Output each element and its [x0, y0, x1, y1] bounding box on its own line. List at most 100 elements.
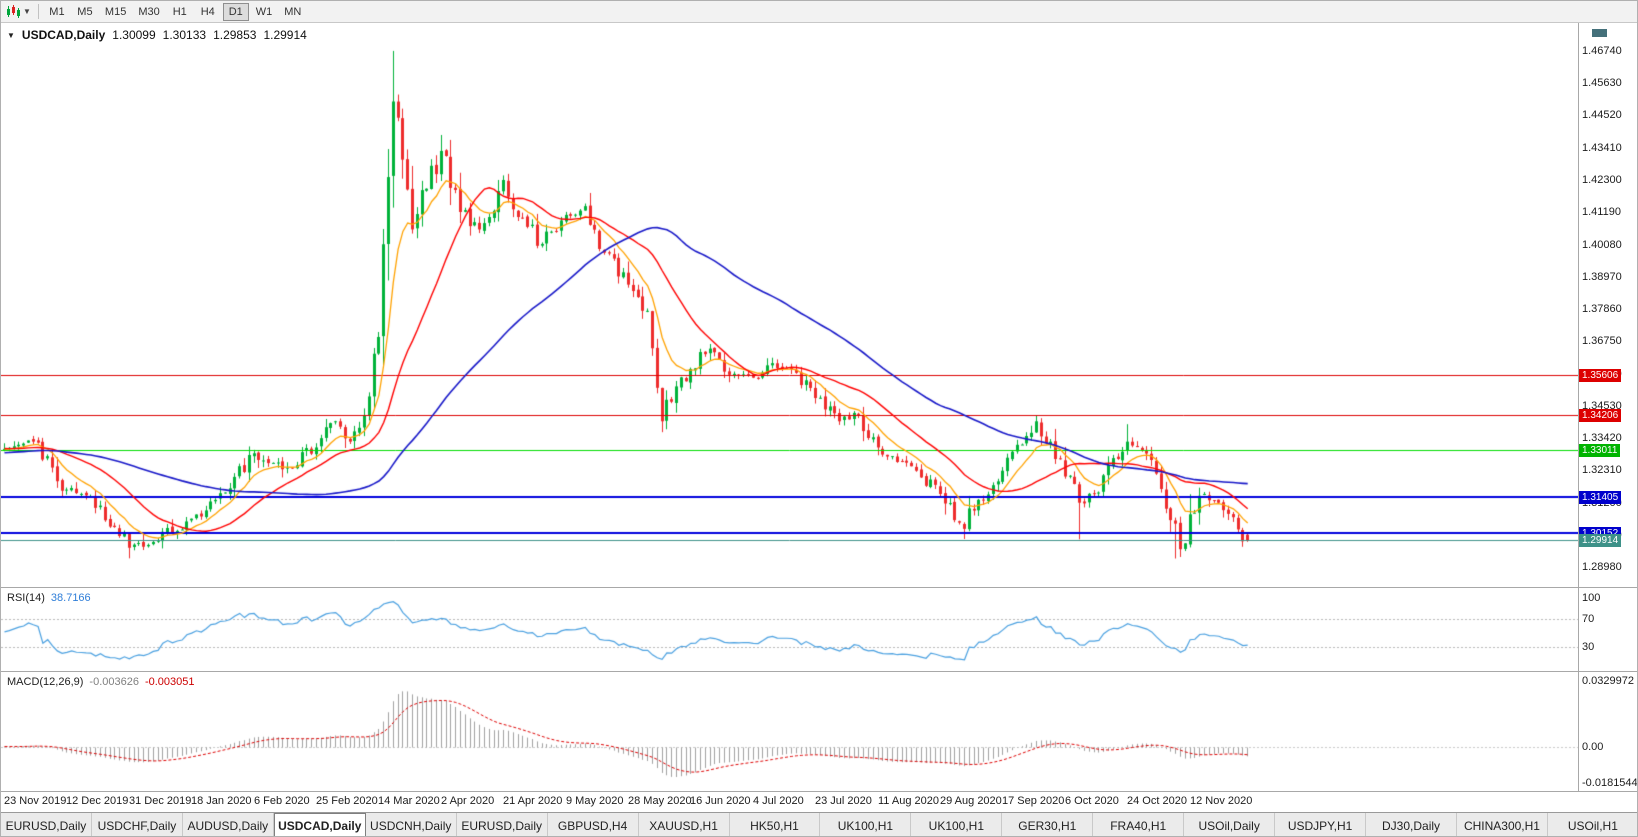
date-axis-label: 2 Apr 2020: [441, 795, 495, 807]
rsi-axis-label: 100: [1582, 592, 1601, 605]
symbol-tab-usdcad-daily[interactable]: USDCAD,Daily: [273, 813, 366, 836]
toolbar-separator: [37, 4, 39, 19]
price-axis-label: 1.42300: [1582, 173, 1622, 186]
date-axis-label: 28 May 2020: [628, 795, 692, 807]
symbol-tab-bar: EURUSD,Daily USDCHF,Daily AUDUSD,Daily USDC…: [1, 812, 1637, 836]
macd-axis-label: 0.0329972: [1582, 675, 1634, 687]
date-axis-label: 12 Nov 2020: [1190, 795, 1253, 807]
date-axis-label: 6 Oct 2020: [1065, 795, 1119, 807]
macd-axis-label: -0.0181544: [1582, 777, 1638, 790]
price-axis-label: 1.34530: [1582, 399, 1622, 412]
symbol-tab-uk100-h1[interactable]: UK100,H1: [911, 813, 1003, 836]
price-axis-label: 1.38970: [1582, 270, 1622, 283]
price-level-tag: 1.35606: [1579, 368, 1622, 382]
price-axis-label: 1.41190: [1582, 206, 1621, 219]
price-axis-label: 1.32310: [1582, 464, 1622, 477]
date-axis[interactable]: 23 Nov 2019 12 Dec 2019 31 Dec 2019 18 Jan …: [1, 792, 1637, 812]
timeframe-button-m15[interactable]: M15: [100, 3, 131, 21]
price-level-tag: 1.33011: [1579, 444, 1621, 458]
ohlc-high-value: 1.30133: [162, 28, 207, 42]
date-axis-label: 16 Jun 2020: [690, 795, 751, 807]
price-axis[interactable]: 1.46740 1.45630 1.44520 1.43410 1.42300 1.411…: [1579, 23, 1638, 791]
rsi-current-value: 38.7166: [50, 592, 91, 604]
date-axis-label: 21 Apr 2020: [503, 795, 563, 807]
date-axis-label: 12 Dec 2019: [66, 795, 129, 807]
symbol-tab-usdchf-daily[interactable]: USDCHF,Daily: [91, 813, 183, 836]
price-level-tag: 1.31405: [1579, 490, 1622, 504]
date-axis-label: 18 Jan 2020: [191, 795, 252, 807]
ohlc-low-value: 1.29853: [213, 28, 257, 42]
symbol-tab-usdjpy-h1[interactable]: USDJPY,H1: [1275, 813, 1367, 836]
panel-separator-macd-dates: [1, 791, 1637, 792]
date-axis-label: 24 Oct 2020: [1127, 795, 1187, 807]
timeframe-button-mn[interactable]: MN: [279, 3, 306, 21]
rsi-axis-label: 70: [1582, 613, 1595, 626]
date-axis-label: 29 Aug 2020: [940, 795, 1002, 807]
symbol-tab-uk100-h1[interactable]: UK100,H1: [820, 813, 912, 836]
symbol-tab-eurusd-daily[interactable]: EURUSD,Daily: [456, 813, 548, 836]
symbol-tab-dj30-daily[interactable]: DJ30,Daily: [1366, 813, 1457, 836]
price-axis-label: 1.43410: [1582, 141, 1622, 154]
candlestick-chart-icon[interactable]: [5, 4, 21, 20]
macd-label: MACD(12,26,9): [7, 676, 84, 688]
timeframe-button-group: M1 M5 M15 M30 H1 H4 D1 W1 MN: [44, 2, 306, 21]
date-axis-label: 11 Aug 2020: [878, 795, 939, 807]
price-axis-label: 1.40080: [1582, 238, 1622, 251]
macd-axis-label: 0.00: [1582, 741, 1604, 753]
timeframe-button-h1[interactable]: H1: [167, 3, 193, 21]
date-axis-label: 17 Sep 2020: [1002, 795, 1065, 807]
date-axis-label: 9 May 2020: [566, 795, 624, 807]
timeframe-button-m30[interactable]: M30: [133, 3, 164, 21]
price-axis-label: 1.36750: [1582, 335, 1622, 348]
symbol-tab-china300-h1[interactable]: CHINA300,H1: [1457, 813, 1548, 836]
symbol-tab-usdcnh-daily[interactable]: USDCNH,Daily: [365, 813, 457, 836]
price-axis-label: 1.45630: [1582, 77, 1622, 90]
date-axis-label: 23 Jul 2020: [815, 795, 872, 807]
chart-symbol-label: USDCAD,Daily: [21, 28, 106, 42]
symbol-tab-usoil-daily[interactable]: USOil,Daily: [1184, 813, 1276, 836]
bid-price-tag: 1.29914: [1579, 534, 1622, 548]
price-axis-label: 1.33420: [1582, 432, 1622, 445]
ohlc-close-value: 1.29914: [263, 28, 307, 42]
symbol-tab-audusd-daily[interactable]: AUDUSD,Daily: [182, 813, 274, 836]
panel-separator-rsi-macd[interactable]: [1, 671, 1637, 672]
toolbar-dropdown-caret-icon[interactable]: ▼: [23, 6, 31, 16]
price-axis-label: 1.37860: [1582, 303, 1622, 316]
timeframe-toolbar: ▼ M1 M5 M15 M30 H1 H4 D1 W1 MN: [1, 1, 1637, 23]
symbol-tab-ger30-h1[interactable]: GER30,H1: [1002, 813, 1094, 836]
panel-separator-main-rsi[interactable]: [1, 587, 1637, 588]
price-axis-label: 1.44520: [1582, 109, 1622, 122]
macd-signal-value: -0.003051: [144, 676, 195, 688]
date-axis-label: 25 Feb 2020: [316, 795, 378, 807]
timeframe-button-d1[interactable]: D1: [222, 2, 249, 21]
rsi-label: RSI(14): [7, 592, 45, 604]
rsi-panel-header: RSI(14) 38.7166: [7, 592, 91, 604]
symbol-tab-usoil-h1[interactable]: USOil,H1: [1547, 813, 1637, 836]
rsi-indicator-canvas[interactable]: [1, 588, 1578, 671]
date-axis-label: 6 Feb 2020: [254, 795, 310, 807]
price-level-tag: 1.34206: [1579, 409, 1622, 423]
date-axis-label: 23 Nov 2019: [4, 795, 67, 807]
price-axis-label: 1.28980: [1582, 561, 1622, 574]
macd-main-value: -0.003626: [89, 676, 139, 688]
timeframe-button-m5[interactable]: M5: [72, 3, 98, 21]
macd-indicator-canvas[interactable]: [1, 672, 1578, 791]
rsi-axis-label: 30: [1582, 640, 1595, 653]
symbol-tab-fra40-h1[interactable]: FRA40,H1: [1093, 813, 1185, 836]
date-axis-label: 14 Mar 2020: [378, 795, 440, 807]
timeframe-button-h4[interactable]: H4: [195, 3, 221, 21]
symbol-tab-xauusd-h1[interactable]: XAUUSD,H1: [638, 813, 730, 836]
timeframe-button-m1[interactable]: M1: [44, 3, 70, 21]
symbol-tab-gbpusd-h4[interactable]: GBPUSD,H4: [547, 813, 639, 836]
main-price-chart-canvas[interactable]: [1, 23, 1578, 587]
chart-corner-icon[interactable]: [1592, 29, 1607, 37]
ohlc-open-value: 1.30099: [112, 28, 156, 42]
symbol-marker-icon: ▼: [7, 30, 15, 40]
macd-panel-header: MACD(12,26,9) -0.003626 -0.003051: [7, 676, 195, 688]
symbol-tab-hk50-h1[interactable]: HK50,H1: [729, 813, 821, 836]
chart-title: ▼ USDCAD,Daily 1.30099 1.30133 1.29853 1…: [7, 28, 307, 42]
date-axis-label: 31 Dec 2019: [129, 795, 192, 807]
timeframe-button-w1[interactable]: W1: [251, 3, 278, 21]
symbol-tab-eurusd-daily[interactable]: EURUSD,Daily: [1, 813, 92, 836]
